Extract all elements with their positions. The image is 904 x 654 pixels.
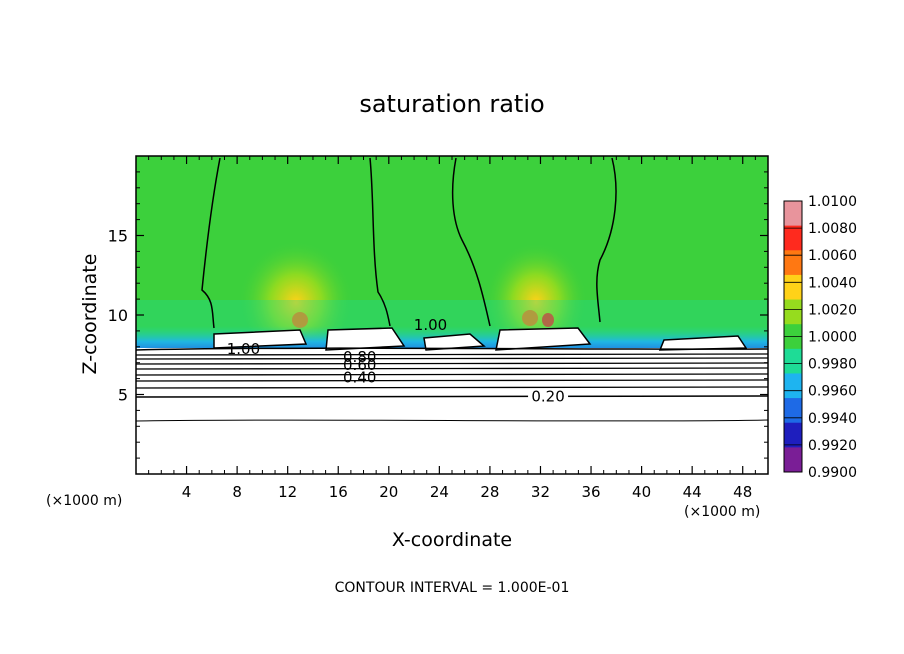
contour-line [596,157,617,323]
colorbar-swatch [784,422,802,448]
x-tick-label: 40 [632,483,651,501]
y-tick-label: 5 [118,386,128,405]
x-tick-label: 4 [182,483,192,501]
contour-line [136,386,768,389]
contour-label: 1.00 [227,340,260,358]
subsaturated-region [136,348,768,474]
x-tick-label: 16 [329,483,348,501]
cloud-blob [213,329,308,349]
contour-line [136,395,768,398]
contour-label: 0.80 [343,348,376,366]
contour-labels: 1.00 1.00 0.800.600.40 0.20 [227,316,569,406]
x-tick-label: 24 [430,483,449,501]
x-tick-label: 44 [683,483,702,501]
x-tick-label: 32 [531,483,550,501]
colorbar-label: 1.0000 [808,330,857,346]
contour-line [136,373,768,376]
colorbar-swatch [784,447,802,473]
colorbar-swatch [784,299,802,325]
warm-plume [484,230,588,350]
contour-line [136,367,768,370]
chart-title: saturation ratio [359,90,544,118]
cloud-blob [495,327,592,351]
hot-spot [542,313,554,327]
colorbar-label: 0.9980 [808,357,857,373]
contour-label: 0.40 [343,369,376,387]
colorbar-swatch [784,201,802,227]
x-tick-label: 36 [581,483,600,501]
colorbar-label: 1.0100 [808,194,857,210]
contour-label: 0.60 [343,356,376,374]
colorbar-label: 0.9900 [808,465,857,481]
contour-line [201,157,221,329]
colorbar-label: 0.9960 [808,384,857,400]
x-tick-label: 8 [232,483,242,501]
colorbar-label: 0.9920 [808,438,857,454]
x-tick-label: 20 [379,483,398,501]
contour-interval-note: CONTOUR INTERVAL = 1.000E-01 [335,580,570,596]
contour-line [136,362,768,365]
x-tick-label: 48 [733,483,752,501]
contour-line [136,347,768,351]
contour-line [451,157,491,327]
cloud-blob [658,335,748,351]
colorbar-label: 0.9940 [808,411,857,427]
y-axis-ticks: 5 10 15 [108,171,768,459]
colorbar-label: 1.0040 [808,275,857,291]
colorbar-swatch [784,373,802,399]
contour-line [136,353,768,356]
colorbar: 1.0100 1.0080 1.0060 1.0040 1.0020 1.0000 0.99… [783,194,857,481]
colorbar-label: 1.0080 [808,221,857,237]
x-unit-left: (×1000 m) [46,493,122,509]
y-axis-label: Z-coordinate [79,254,101,375]
x-axis-label: X-coordinate [392,529,512,551]
y-tick-label: 15 [108,227,128,246]
contour-line [136,379,768,382]
x-tick-label: 28 [480,483,499,501]
colorbar-label: 1.0060 [808,248,857,264]
cloud-blob [325,327,406,351]
contour-label: 1.00 [414,316,447,334]
hot-spot [522,310,538,326]
colorbar-label: 1.0020 [808,302,857,318]
plot-area [136,156,768,474]
x-axis-ticks: 4 8 12 16 20 24 28 32 36 40 44 48 [148,156,756,501]
colorbar-swatch [784,348,802,374]
contour-line [136,357,768,360]
colorbar-swatch [784,398,802,424]
contour-line [136,419,768,422]
contour-label-bg [528,388,569,404]
y-tick-label: 10 [108,306,128,325]
contour-label: 0.20 [531,388,564,406]
hot-spot [292,312,308,328]
cloud-blob [423,333,486,351]
x-unit-right: (×1000 m) [684,504,760,520]
contour-line [369,157,391,327]
colorbar-swatch [784,225,802,251]
colorbar-swatch [784,274,802,301]
warm-plume [238,228,354,352]
colorbar-swatch [784,250,802,276]
x-tick-label: 12 [278,483,297,501]
